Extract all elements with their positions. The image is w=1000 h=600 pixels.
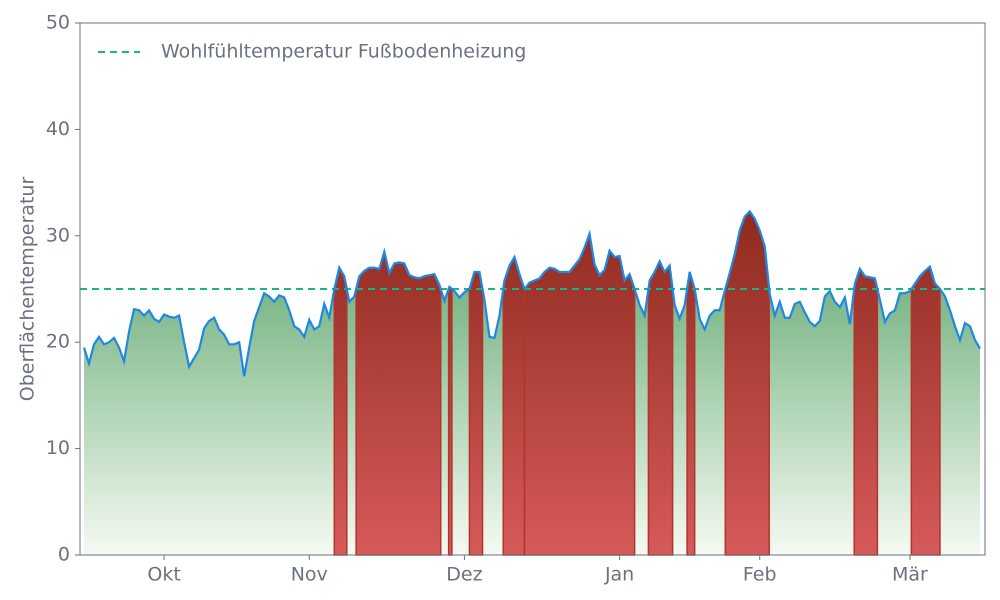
x-tick-label: Feb xyxy=(743,564,777,586)
x-tick-label: Okt xyxy=(147,564,180,586)
y-axis-label: Oberflächentemperatur xyxy=(17,177,39,402)
x-tick-label: Dez xyxy=(446,564,482,586)
above-threshold-fill xyxy=(468,271,484,556)
x-tick-label: Nov xyxy=(291,564,328,586)
above-threshold-fill xyxy=(333,265,348,556)
above-threshold-fill xyxy=(647,259,674,556)
legend-label: Wohlfühltemperatur Fußbodenheizung xyxy=(161,41,526,63)
y-tick-label: 20 xyxy=(46,331,70,353)
y-tick-label: 30 xyxy=(46,224,70,246)
above-threshold-fill xyxy=(523,230,636,556)
y-tick-label: 0 xyxy=(58,544,70,566)
y-tick-label: 10 xyxy=(46,437,70,459)
above-threshold-fill xyxy=(853,267,879,556)
x-tick-label: Mär xyxy=(892,564,928,586)
y-tick-label: 50 xyxy=(46,12,70,34)
y-tick-label: 40 xyxy=(46,118,70,140)
plot-frame xyxy=(79,22,986,556)
above-threshold-fill xyxy=(686,271,696,556)
data-line xyxy=(82,209,981,377)
above-threshold-fill xyxy=(502,255,526,556)
above-threshold-fill xyxy=(910,265,941,556)
x-tick-label: Jan xyxy=(604,564,634,586)
above-threshold-fill xyxy=(355,248,442,556)
above-threshold-fill xyxy=(447,285,453,556)
